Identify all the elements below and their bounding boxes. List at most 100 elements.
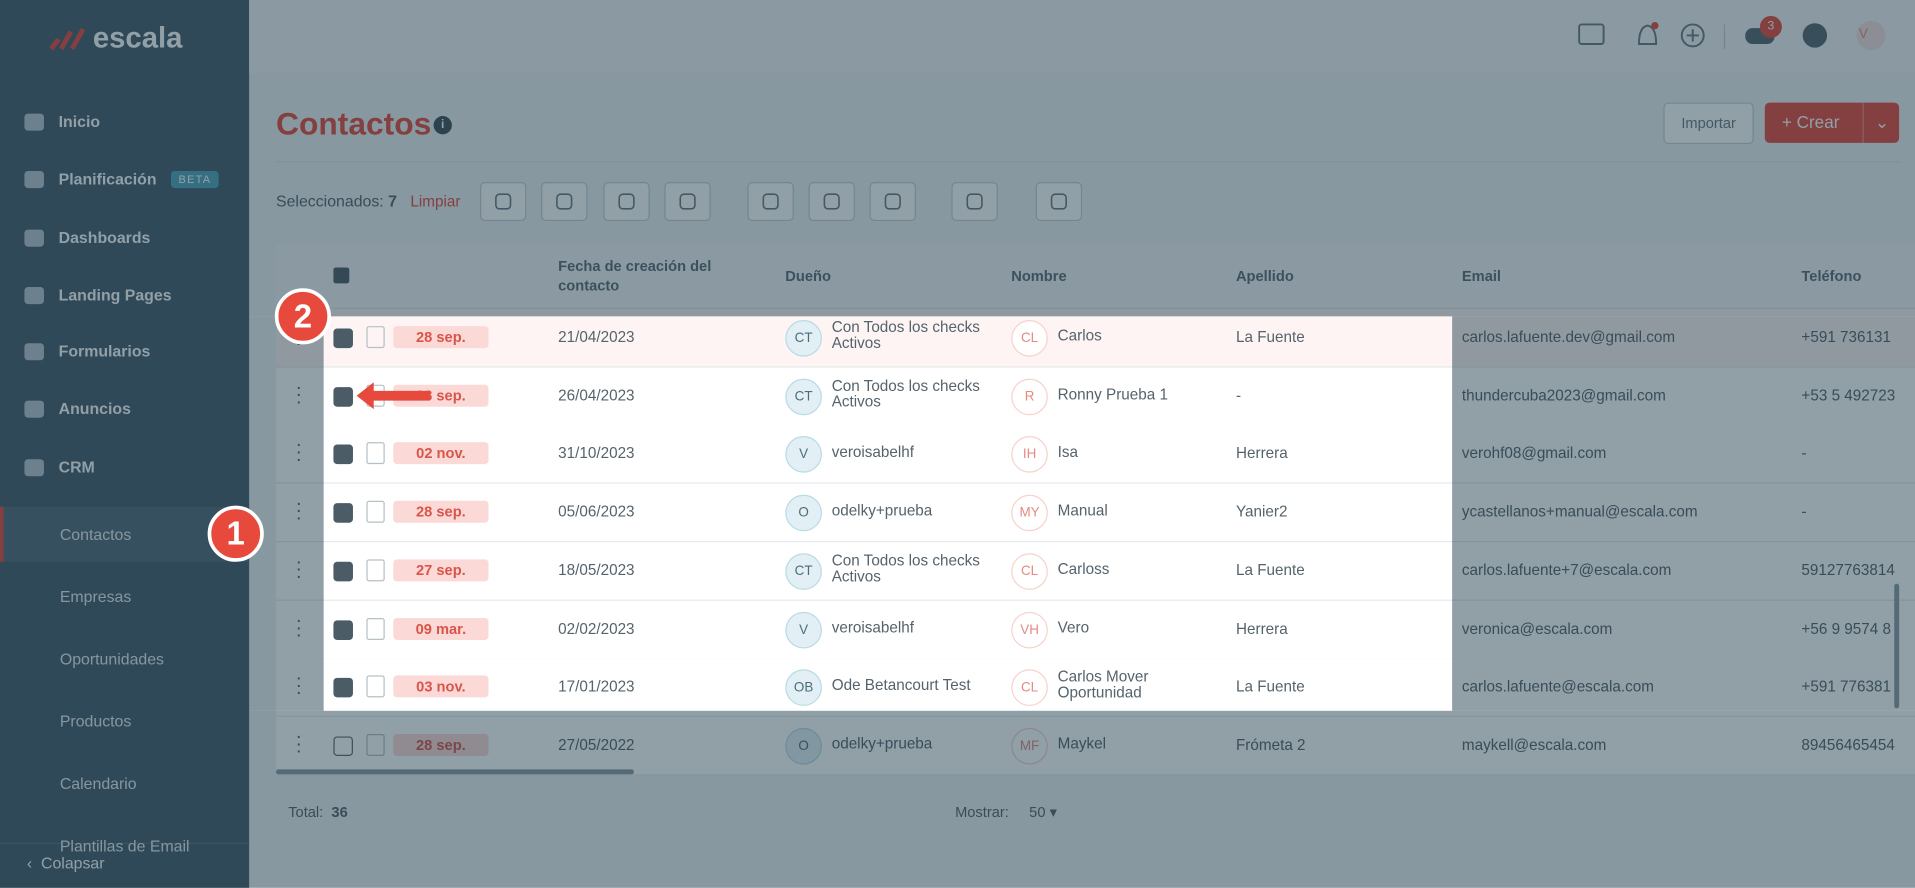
- email: ycastellanos+manual@escala.com: [1461, 503, 1698, 521]
- beta-badge: BETA: [171, 170, 219, 188]
- row-checkbox[interactable]: [333, 503, 353, 523]
- avatar[interactable]: V: [1858, 26, 1868, 42]
- sub-item[interactable]: Calendario: [59, 774, 137, 793]
- contact-name: Isa: [1057, 443, 1079, 461]
- row-checkbox[interactable]: [333, 561, 353, 582]
- toolbar-button[interactable]: [664, 181, 711, 222]
- activity-tag: 28 sep.: [393, 326, 489, 349]
- email: thundercuba2023@gmail.com: [1461, 386, 1666, 404]
- toolbar-button[interactable]: [1035, 181, 1083, 222]
- toolbar-button[interactable]: [808, 181, 855, 222]
- task-icon: [366, 326, 385, 349]
- sub-item[interactable]: Plantillas de Email: [59, 836, 190, 855]
- created-date: 17/01/2023: [558, 678, 635, 696]
- row-menu[interactable]: ···: [295, 668, 303, 704]
- task-icon: [366, 559, 385, 582]
- row-menu[interactable]: ···: [295, 726, 303, 762]
- row-checkbox[interactable]: [333, 445, 353, 465]
- collapse[interactable]: ‹ Colapsar: [26, 853, 105, 873]
- phone: +591 776381: [1801, 678, 1892, 696]
- toolbar-button[interactable]: [603, 181, 650, 222]
- clear-link[interactable]: Limpiar: [410, 192, 461, 211]
- phone: +53 5 492723: [1801, 386, 1896, 404]
- selected-label: Seleccionados:: [276, 191, 384, 211]
- created-date: 27/05/2022: [558, 736, 635, 754]
- name-avatar: MF: [1011, 727, 1048, 765]
- owner-name: odelky+prueba: [831, 735, 933, 753]
- callout: 2: [274, 288, 331, 345]
- collapse-label[interactable]: Colapsar: [40, 853, 105, 873]
- nav-item[interactable]: Landing Pages: [24, 285, 172, 305]
- row-checkbox[interactable]: [333, 619, 353, 640]
- sub-item[interactable]: Empresas: [59, 587, 132, 606]
- phone: +56 9 9574 8: [1801, 619, 1892, 637]
- owner-name: Ode Betancourt Test: [831, 676, 971, 694]
- activity-tag: 28 sep.: [393, 733, 489, 756]
- owner-avatar: OB: [785, 669, 822, 707]
- nav-item[interactable]: Formularios: [24, 342, 150, 360]
- row-checkbox[interactable]: [333, 736, 353, 756]
- create-button[interactable]: + Crear ⌄: [1764, 102, 1900, 143]
- owner-name: veroisabelhf: [831, 443, 915, 461]
- row-menu[interactable]: ···: [295, 435, 303, 471]
- nav-label[interactable]: Inicio: [58, 112, 101, 131]
- vertical-scrollbar[interactable]: [1894, 583, 1900, 709]
- row-menu[interactable]: ···: [295, 551, 303, 588]
- nav-item[interactable]: CRM: [24, 457, 95, 477]
- row-checkbox[interactable]: [333, 678, 353, 698]
- row-checkbox[interactable]: [333, 328, 353, 349]
- scrollbar[interactable]: [276, 769, 634, 775]
- nav-label[interactable]: Landing Pages: [58, 285, 172, 305]
- sub-item[interactable]: Oportunidades: [59, 649, 164, 669]
- row-menu[interactable]: ···: [295, 610, 303, 646]
- sidebar: escala ‹ Colapsar Inicio Planificación BET…: [0, 0, 250, 888]
- nav-label[interactable]: Anuncios: [58, 399, 131, 418]
- nav-item[interactable]: Inicio: [24, 112, 101, 131]
- nav-item[interactable]: Anuncios: [24, 399, 131, 418]
- row-checkbox[interactable]: [333, 386, 353, 407]
- top-icons: [1578, 20, 1886, 51]
- row-menu[interactable]: ···: [295, 493, 303, 529]
- table-row[interactable]: · · · 28 sep. 26/04/2023 CT Con Todos los chec…: [276, 367, 1915, 426]
- toolbar-button[interactable]: [951, 181, 998, 222]
- created-date: 02/02/2023: [558, 619, 635, 637]
- nav-item[interactable]: Planificación BETA: [24, 169, 219, 189]
- page-size[interactable]: Mostrar: 50 ▾: [955, 803, 1057, 821]
- table-row[interactable]: · · · 03 nov. 17/01/2023 OB Ode Betancourt Tes…: [276, 658, 1915, 718]
- toolbar-button[interactable]: [479, 181, 527, 222]
- create-label[interactable]: Crear: [1796, 112, 1840, 132]
- contact-name: Carloss: [1057, 560, 1110, 578]
- toolbar-button[interactable]: [541, 181, 588, 222]
- show-value[interactable]: 50: [1029, 803, 1046, 821]
- row-menu[interactable]: ···: [295, 377, 303, 413]
- name-avatar: VH: [1011, 611, 1048, 648]
- email: veronica@escala.com: [1461, 619, 1613, 637]
- select-all[interactable]: [333, 267, 350, 284]
- name-avatar: CL: [1011, 319, 1048, 357]
- sub-item[interactable]: Contactos: [59, 525, 132, 544]
- nav-label[interactable]: Formularios: [58, 341, 151, 361]
- table-row[interactable]: · · · 27 sep. 18/05/2023 CT Con Todos los chec…: [276, 542, 1915, 601]
- info-icon[interactable]: i: [433, 116, 452, 135]
- sub-item[interactable]: Productos: [59, 712, 132, 731]
- nav-item[interactable]: Dashboards: [24, 228, 151, 247]
- created-date: 18/05/2023: [558, 561, 635, 579]
- toolbar-button[interactable]: [747, 181, 794, 222]
- contact-name: Vero: [1057, 618, 1090, 636]
- nav-label[interactable]: CRM: [58, 457, 95, 477]
- contact-name: Manual: [1057, 502, 1108, 520]
- import-button[interactable]: Importar: [1663, 102, 1754, 145]
- owner-name: Con Todos los checks Activos: [831, 551, 980, 585]
- nav-label[interactable]: Planificación: [58, 169, 157, 189]
- nav-label[interactable]: Dashboards: [58, 228, 151, 247]
- toolbar-button[interactable]: [869, 181, 916, 222]
- activity-tag: 28 sep.: [393, 500, 489, 523]
- email: verohf08@gmail.com: [1461, 445, 1607, 463]
- surname: La Fuente: [1235, 678, 1305, 696]
